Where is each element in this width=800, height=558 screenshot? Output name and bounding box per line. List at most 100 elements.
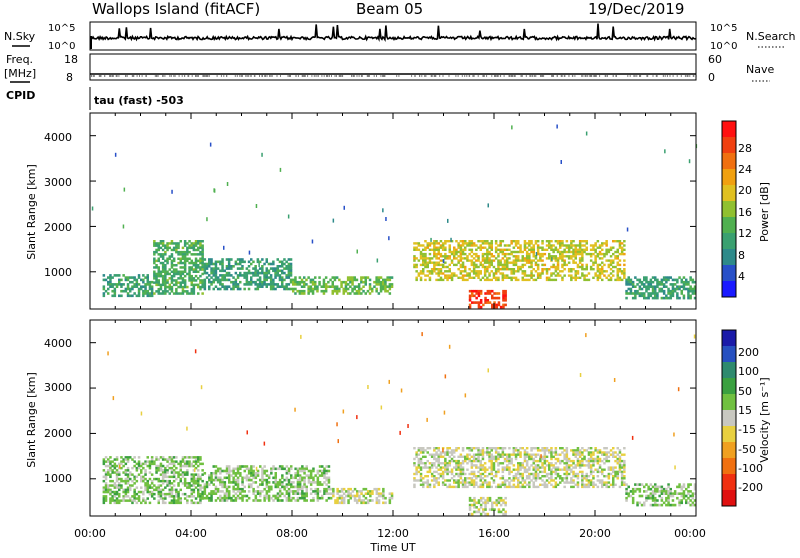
heatmap-cell xyxy=(148,486,152,489)
heatmap-cell xyxy=(651,287,655,291)
heatmap-cell xyxy=(250,485,253,489)
heatmap-cell xyxy=(221,490,224,493)
heatmap-cell xyxy=(107,280,110,284)
heatmap-cell xyxy=(340,283,343,286)
heatmap-cell xyxy=(612,259,615,262)
heatmap-cell xyxy=(201,250,204,254)
heatmap-cell xyxy=(129,471,132,474)
heatmap-cell xyxy=(124,287,128,291)
heatmap-cell xyxy=(377,276,381,279)
heatmap-cell xyxy=(192,482,196,485)
heatmap-cell xyxy=(366,276,370,279)
heatmap-cell xyxy=(437,464,440,467)
heatmap-cell xyxy=(444,270,447,273)
heatmap-cell xyxy=(649,503,653,507)
heatmap-cell xyxy=(563,453,566,456)
power-cb-tick-20: 20 xyxy=(738,184,752,197)
heatmap-cell xyxy=(559,244,562,247)
heatmap-cell xyxy=(665,276,668,279)
heatmap-cell xyxy=(567,246,571,249)
scatter-point xyxy=(294,407,296,412)
heatmap-cell xyxy=(437,250,440,254)
heatmap-cell xyxy=(627,276,630,279)
heatmap-cell xyxy=(159,270,163,273)
heatmap-cell xyxy=(296,496,300,500)
heatmap-cell xyxy=(428,248,432,251)
heatmap-cell xyxy=(371,492,374,495)
heatmap-cell xyxy=(419,244,423,247)
heatmap-cell xyxy=(548,240,551,243)
heatmap-cell xyxy=(388,492,392,495)
heatmap-cell xyxy=(369,490,372,493)
heatmap-cell xyxy=(161,458,165,461)
heatmap-cell xyxy=(448,451,451,454)
heatmap-cell xyxy=(601,265,604,269)
heatmap-cell xyxy=(468,274,471,277)
heatmap-cell xyxy=(523,449,527,452)
heatmap-cell xyxy=(543,462,547,465)
heatmap-cell xyxy=(678,276,681,279)
heatmap-cell xyxy=(468,296,472,300)
heatmap-cell xyxy=(250,469,253,473)
heatmap-cell xyxy=(142,475,145,479)
heatmap-cell xyxy=(126,460,130,463)
heatmap-cell xyxy=(552,272,555,275)
heatmap-cell xyxy=(550,472,553,476)
heatmap-cell xyxy=(261,285,264,288)
heatmap-cell xyxy=(199,253,202,256)
heatmap-cell xyxy=(305,492,308,495)
heatmap-cell xyxy=(574,274,577,277)
heatmap-cell xyxy=(603,481,606,484)
heatmap-cell xyxy=(616,470,619,474)
heatmap-cell xyxy=(390,494,394,498)
heatmap-cell xyxy=(368,292,372,295)
heatmap-cell xyxy=(521,477,524,480)
heatmap-cell xyxy=(305,465,308,468)
heatmap-cell xyxy=(285,260,288,264)
heatmap-cell xyxy=(530,479,533,482)
heatmap-cell xyxy=(172,462,176,466)
heatmap-cell xyxy=(161,479,165,483)
heatmap-cell xyxy=(142,466,145,470)
heatmap-cell xyxy=(102,499,106,502)
heatmap-cell xyxy=(543,483,547,486)
heatmap-cell xyxy=(236,472,240,475)
heatmap-cell xyxy=(422,244,425,247)
heatmap-cell xyxy=(548,451,551,454)
heatmap-cell xyxy=(228,485,231,489)
heatmap-cell xyxy=(197,458,200,461)
heatmap-cell xyxy=(153,492,156,496)
heatmap-cell xyxy=(355,289,359,293)
heatmap-cell xyxy=(455,252,458,256)
heatmap-cell xyxy=(422,272,425,275)
heatmap-cell xyxy=(164,473,167,476)
heatmap-cell xyxy=(157,469,160,472)
heatmap-cell xyxy=(239,492,242,495)
heatmap-cell xyxy=(609,472,613,476)
heatmap-cell xyxy=(667,499,670,502)
heatmap-cell xyxy=(236,274,240,277)
heatmap-cell xyxy=(265,483,269,486)
heatmap-cell xyxy=(671,494,675,498)
heatmap-cell xyxy=(194,456,198,459)
heatmap-cell xyxy=(161,482,165,485)
heatmap-cell xyxy=(567,481,571,484)
heatmap-cell xyxy=(142,497,145,500)
heatmap-cell xyxy=(256,490,260,493)
heatmap-cell xyxy=(565,255,569,258)
heatmap-cell xyxy=(285,499,289,502)
heatmap-cell xyxy=(161,488,165,492)
heatmap-cell xyxy=(685,278,688,282)
heatmap-cell xyxy=(461,472,465,476)
heatmap-cell xyxy=(239,490,242,493)
heatmap-cell xyxy=(424,466,427,469)
heatmap-cell xyxy=(550,246,553,249)
heatmap-cell xyxy=(614,455,617,458)
heatmap-cell xyxy=(290,485,293,489)
heatmap-cell xyxy=(252,472,255,475)
heatmap-cell xyxy=(263,276,266,279)
heatmap-cell xyxy=(133,285,136,288)
heatmap-cell xyxy=(534,472,538,476)
heatmap-cell xyxy=(671,492,675,495)
heatmap-cell xyxy=(430,248,434,251)
